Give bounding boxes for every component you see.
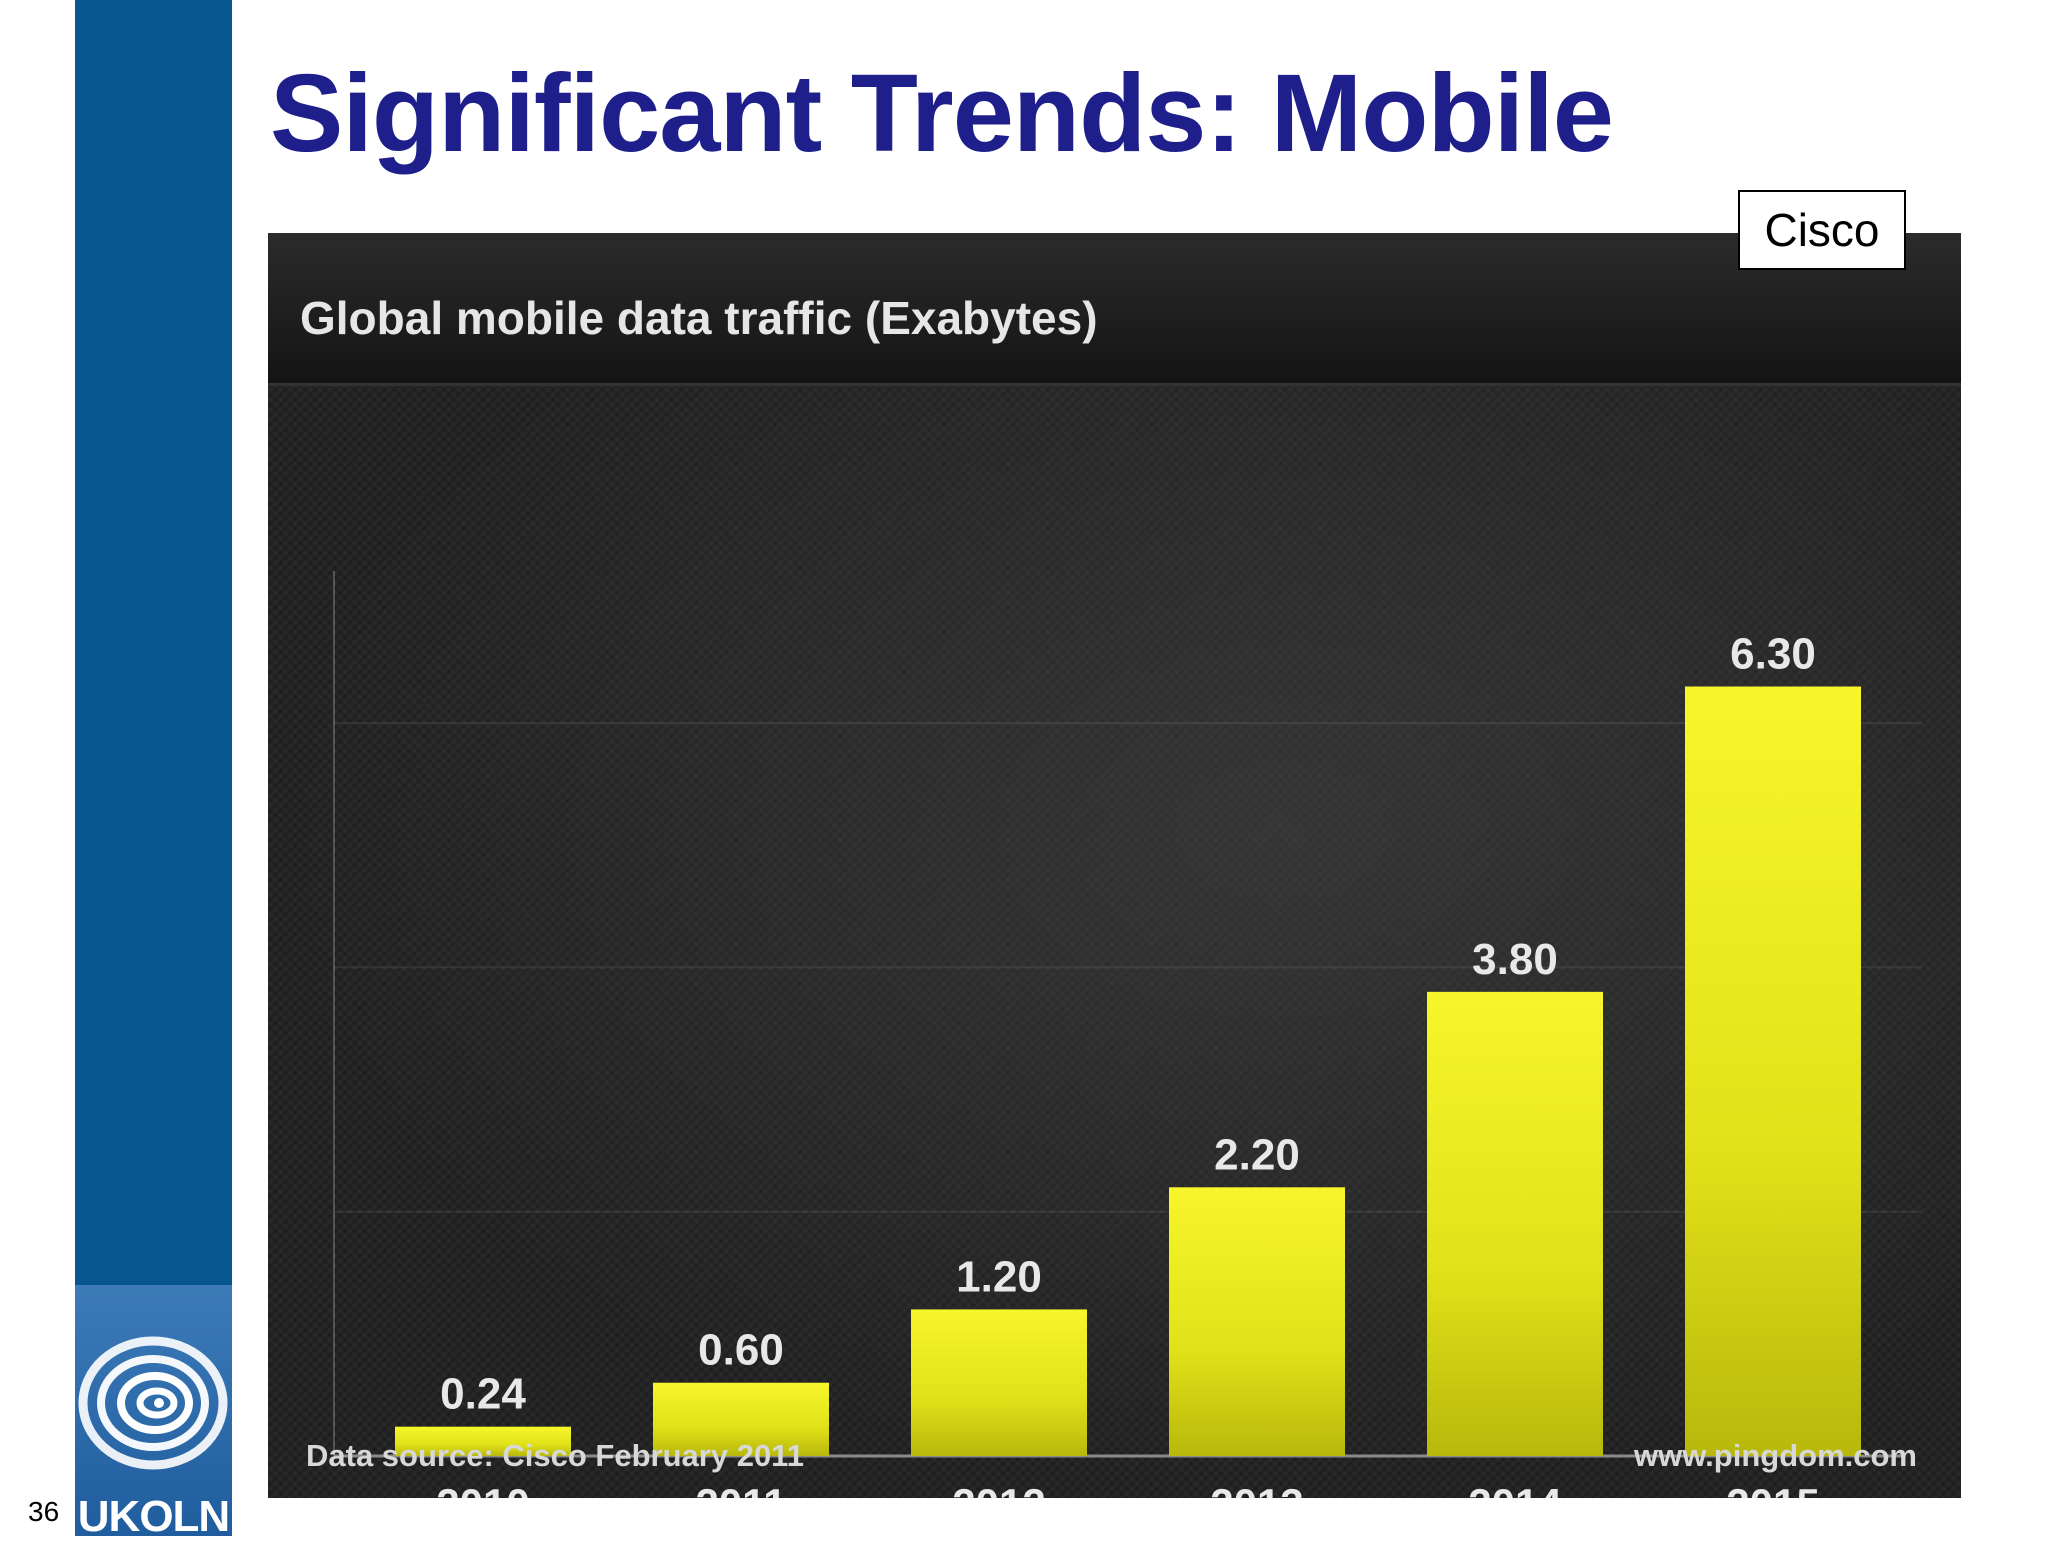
- bar-2012: [911, 1309, 1087, 1456]
- page-number: 36: [28, 1496, 60, 1527]
- data-label-2012: 1.20: [956, 1252, 1042, 1301]
- page-title: Significant Trends: Mobile: [270, 52, 1614, 175]
- chart-panel: Global mobile data traffic (Exabytes) 0.…: [268, 233, 1961, 1498]
- data-label-2015: 6.30: [1730, 630, 1816, 679]
- site-credit: www.pingdom.com: [1633, 1438, 1917, 1473]
- bar-2015: [1685, 686, 1861, 1456]
- ukoln-logo: UKOLN: [75, 1285, 232, 1541]
- data-label-2014: 3.80: [1472, 935, 1558, 984]
- bar-2014: [1427, 991, 1603, 1456]
- logo-text: UKOLN: [77, 1492, 230, 1541]
- sidebar-band: [75, 0, 232, 1536]
- swirl-icon: [78, 1336, 228, 1470]
- bar-2010: [395, 1426, 571, 1456]
- x-tick-2014: 2014: [1468, 1480, 1562, 1498]
- data-source-note: Data source: Cisco February 2011: [306, 1438, 804, 1473]
- bar-2011: [653, 1382, 829, 1456]
- bar-2013: [1169, 1187, 1345, 1456]
- bars: [395, 686, 1861, 1456]
- chart-header: Global mobile data traffic (Exabytes): [268, 233, 1961, 386]
- x-tick-2011: 2011: [695, 1480, 786, 1498]
- chart-body: 0.240.601.202.203.806.30 201020112012201…: [268, 386, 1961, 1498]
- data-label-2010: 0.24: [440, 1370, 526, 1419]
- x-tick-labels: 2010 2011 2012 2013 2014 2015: [436, 1480, 1819, 1498]
- grid-lines: [333, 571, 1922, 1458]
- data-labels: 0.24 0.60 1.20 2.20 3.80 6.30: [440, 630, 1816, 1419]
- x-tick-2013: 2013: [1210, 1480, 1303, 1498]
- chart-title: Global mobile data traffic (Exabytes): [300, 292, 1098, 344]
- data-label-2011: 0.60: [698, 1326, 784, 1375]
- x-tick-2010: 2010: [436, 1480, 529, 1498]
- bar-chart: 0.240.601.202.203.806.30 201020112012201…: [333, 571, 1922, 1498]
- x-tick-2015: 2015: [1726, 1480, 1819, 1498]
- x-tick-2012: 2012: [952, 1480, 1045, 1498]
- data-label-2013: 2.20: [1214, 1130, 1300, 1179]
- source-badge: Cisco: [1738, 190, 1906, 270]
